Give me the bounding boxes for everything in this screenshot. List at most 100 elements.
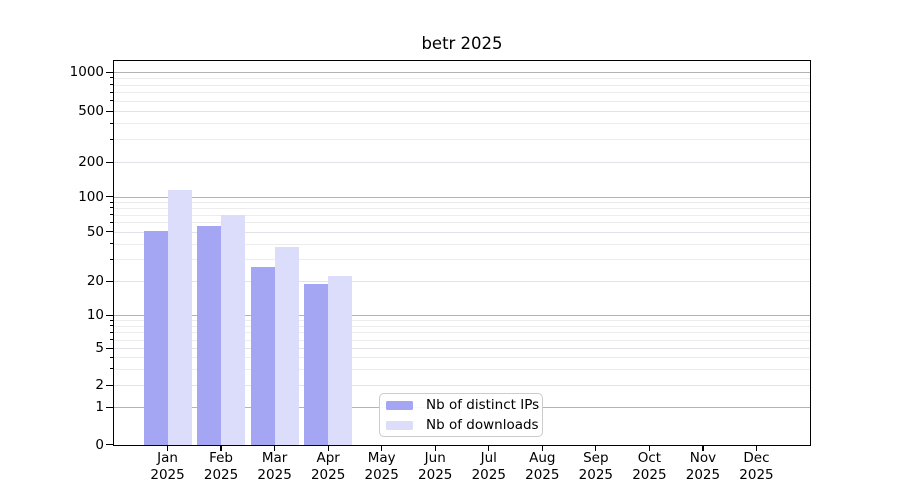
x-axis-tick [327,445,329,451]
y-axis-tick [106,110,113,112]
y-axis-tick [106,347,113,349]
legend-label-downloads: Nb of downloads [426,417,539,433]
gridline-minor [114,77,810,79]
legend-swatch-downloads [386,420,413,430]
y-axis-minor-tick [109,91,113,93]
y-axis-tick [106,231,113,233]
x-axis-tick-label: Dec 2025 [739,450,774,483]
gridline-minor [114,259,810,261]
gridline-major [114,315,810,317]
x-axis-tick-label: Nov 2025 [685,450,721,483]
gridline-major [114,72,810,73]
y-axis-minor-tick [109,214,113,216]
gridline-minor [114,92,810,94]
x-axis-tick [488,445,490,451]
y-axis-minor-tick [109,201,113,203]
y-axis-minor-tick [109,221,113,223]
x-axis-tick [541,445,543,451]
chart-title: betr 2025 [421,34,503,53]
y-axis-minor-tick [109,339,113,341]
y-axis-minor-tick [109,243,113,245]
legend-box: Nb of distinct IPs Nb of downloads [379,393,543,437]
x-axis-tick-label: Jun 2025 [418,450,453,483]
y-axis-minor-tick [109,325,113,327]
y-axis-tick-label: 200 [78,154,104,170]
y-axis-minor-tick [109,356,113,358]
bar-downloads-jan [167,190,192,445]
gridline-minor [114,357,810,359]
y-axis-tick-label: 20 [86,273,104,289]
x-axis-tick [648,445,650,451]
y-axis-tick-label: 10 [86,307,104,324]
y-axis-minor-tick [109,207,113,209]
y-axis-tick [106,444,113,445]
y-axis-minor-tick [109,368,113,370]
legend-label-distinct-ips: Nb of distinct IPs [426,397,540,413]
y-axis-tick-label: 1 [95,399,104,416]
x-axis-tick [220,445,222,451]
y-axis-tick-label: 500 [78,103,104,119]
gridline-minor [114,202,810,204]
y-axis-tick [106,71,113,73]
x-axis-tick [166,445,169,451]
bar-distinct-ips-mar [250,267,275,445]
y-axis-tick-label: 0 [95,436,104,453]
x-axis-tick-label: Aug 2025 [525,450,560,483]
gridline-minor [114,207,810,209]
y-axis-minor-tick [109,100,113,102]
y-axis-tick [106,161,113,163]
y-axis-minor-tick [109,84,113,86]
y-axis-tick-label: 100 [78,188,104,205]
gridline-minor [114,139,810,141]
x-axis-tick-label: Oct 2025 [632,450,667,483]
bar-distinct-ips-feb [197,226,222,445]
y-axis-tick-label: 2 [95,377,104,393]
gridline-minor [114,123,810,125]
y-axis-tick-label: 5 [95,340,104,357]
x-axis-tick-label: Apr 2025 [310,450,346,483]
gridline-minor [114,325,810,327]
gridline [114,231,810,233]
gridline [114,385,810,386]
x-axis-tick-label: Jul 2025 [471,450,506,483]
y-axis-minor-tick [109,319,113,321]
y-axis-minor-tick [109,77,113,79]
bar-downloads-mar [274,246,299,445]
x-axis-tick-label: Mar 2025 [257,450,292,483]
gridline [114,111,810,112]
legend-swatch-distinct-ips [386,400,413,410]
y-axis-tick-label: 50 [86,223,104,240]
y-axis-minor-tick [109,138,113,140]
gridline-minor [114,320,810,322]
gridline-major [114,196,810,198]
y-axis-tick-label: 1000 [69,64,104,80]
y-axis-tick [106,280,113,282]
x-axis-tick-label: May 2025 [364,450,399,483]
x-axis-tick [755,445,758,451]
x-axis-tick-label: Sep 2025 [578,450,614,483]
plot-area [113,60,811,446]
x-axis-tick [274,445,276,451]
x-axis-tick [595,445,597,451]
y-axis-tick [106,384,113,386]
gridline-minor [114,214,810,216]
bar-distinct-ips-jan [143,231,168,445]
y-axis-tick [106,314,113,316]
x-axis-tick [434,445,436,451]
y-axis-minor-tick [109,258,113,260]
gridline [114,162,810,163]
gridline-minor [114,368,810,370]
y-axis-minor-tick [109,331,113,333]
y-axis-tick [106,196,113,198]
x-axis-tick-label: Jan 2025 [150,450,185,483]
bar-downloads-feb [221,215,246,445]
legend-item-downloads: Nb of downloads [386,416,542,434]
bar-downloads-apr [328,276,353,445]
gridline-minor [114,84,810,86]
x-axis-tick [381,445,383,451]
y-axis-tick [106,406,113,408]
gridline-minor [114,332,810,334]
gridline [114,348,810,350]
gridline-minor [114,222,810,224]
gridline-minor [114,243,810,245]
